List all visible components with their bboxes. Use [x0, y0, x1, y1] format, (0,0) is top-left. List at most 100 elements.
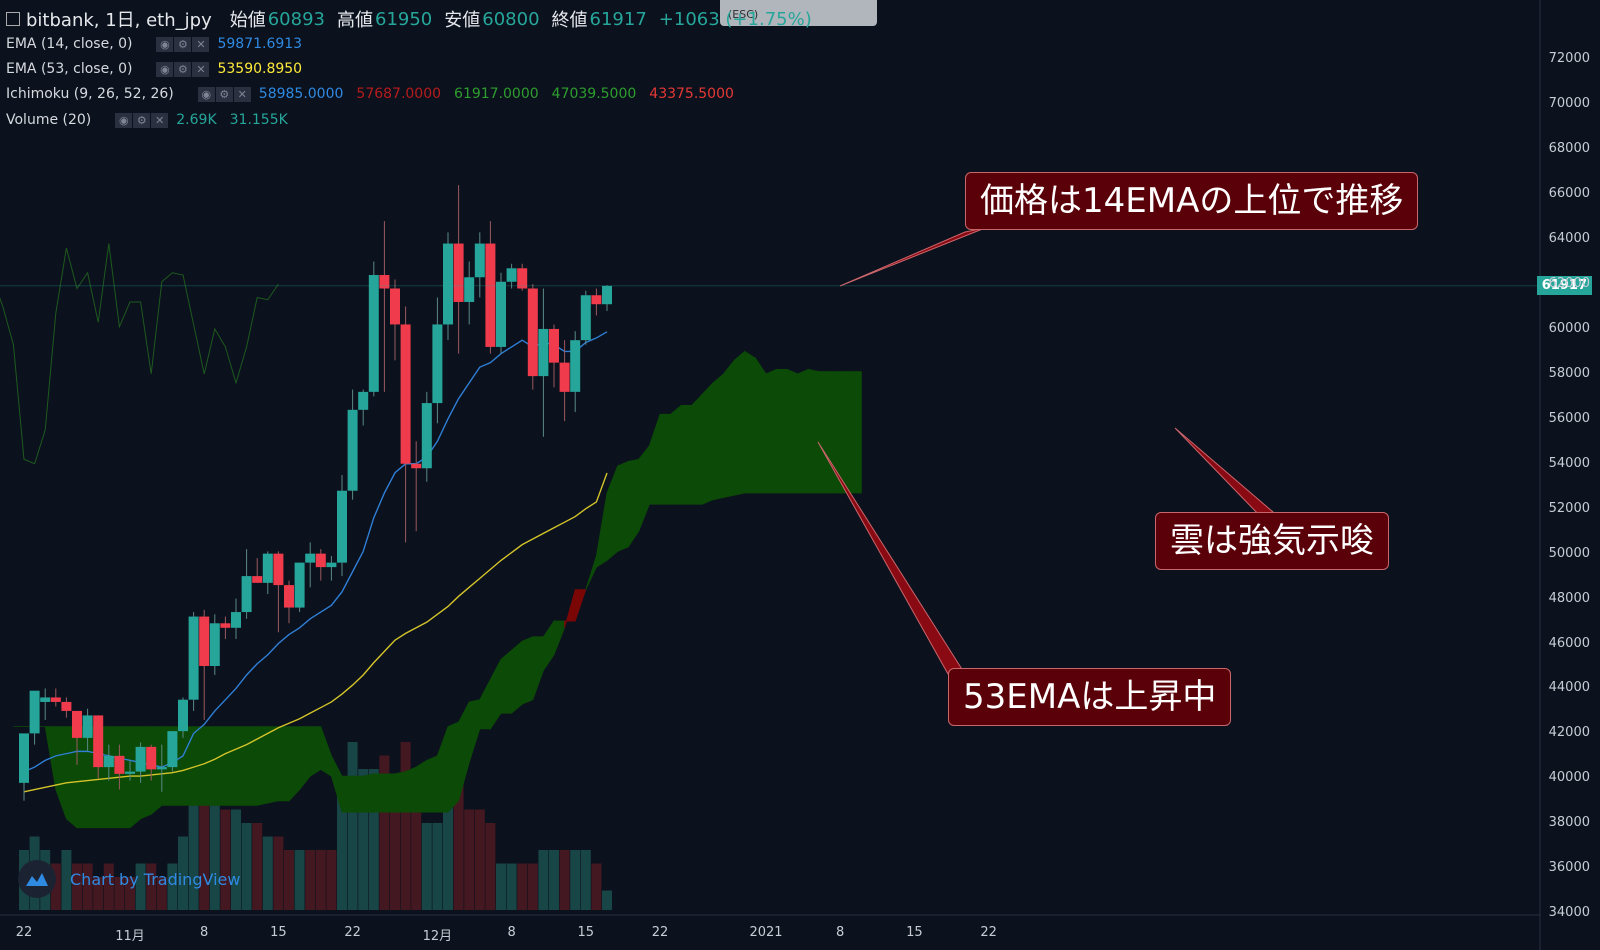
candle-body [61, 701, 72, 711]
legend-ema53[interactable]: EMA (53, close, 0) ◉ ⚙ ✕ 53590.8950 [6, 61, 315, 77]
volume-bar [61, 850, 72, 910]
volume-bar [315, 850, 326, 910]
cloud-segment [712, 373, 724, 501]
candle-body [231, 612, 241, 628]
cloud-segment [585, 555, 597, 590]
volume-bar [464, 809, 475, 910]
volume-bar [199, 782, 210, 910]
volume-bar [231, 809, 241, 910]
legend-ichimoku-controls[interactable]: ◉ ⚙ ✕ [197, 86, 251, 102]
cloud-segment [691, 393, 703, 505]
volume-bar [549, 850, 559, 910]
candle-body [29, 690, 40, 734]
candle-body [368, 275, 379, 392]
cloud-segment [744, 350, 756, 494]
gear-icon[interactable]: ⚙ [215, 86, 233, 102]
legend-volume-controls[interactable]: ◉ ⚙ ✕ [115, 112, 169, 128]
volume-bar [50, 863, 61, 910]
price-tick-label: 56000 [1548, 410, 1590, 426]
volume-bar [485, 823, 496, 910]
volume-bar [347, 742, 358, 910]
time-tick-label: 22 [344, 925, 361, 940]
volume-bar [252, 823, 263, 910]
close-icon[interactable]: ✕ [192, 36, 210, 52]
gear-icon[interactable]: ⚙ [174, 61, 192, 77]
cloud-segment [214, 726, 226, 806]
time-tick-label: 22 [980, 925, 997, 940]
cloud-segment [776, 368, 788, 494]
eye-icon[interactable]: ◉ [156, 61, 174, 77]
time-tick-label: 15 [270, 925, 287, 940]
legend-volume[interactable]: Volume (20) ◉ ⚙ ✕ 2.69K 31.155K [6, 112, 301, 128]
price-tick-label: 34000 [1548, 905, 1590, 921]
volume-bar [443, 769, 453, 910]
callout-ema53-pointer [817, 441, 966, 675]
cloud-segment [808, 368, 820, 494]
time-tick-label: 15 [577, 925, 595, 940]
eye-icon[interactable]: ◉ [115, 112, 133, 128]
tradingview-watermark[interactable]: Chart by TradingView [18, 860, 240, 898]
legend-ema14[interactable]: EMA (14, close, 0) ◉ ⚙ ✕ 59871.6913 [6, 36, 315, 52]
cloud-segment [670, 404, 682, 505]
price-tick-label: 66000 [1548, 186, 1590, 202]
candle-body [559, 362, 570, 392]
volume-bar [432, 823, 443, 910]
low-value: 60800 [482, 8, 540, 30]
time-tick-label: 11月 [115, 929, 145, 944]
gear-icon[interactable]: ⚙ [174, 36, 192, 52]
cloud-segment [680, 404, 693, 505]
cloud-segment [797, 368, 809, 494]
legend-ichimoku[interactable]: Ichimoku (9, 26, 52, 26) ◉ ⚙ ✕ 58985.0000 … [6, 86, 747, 102]
legend-ichimoku-name: Ichimoku (9, 26, 52, 26) [6, 86, 174, 102]
cloud-segment [489, 659, 502, 731]
exit-fullscreen-hint[interactable]: (ESC) [720, 0, 877, 26]
cloud-segment [267, 726, 279, 804]
candle-body [506, 268, 517, 282]
candle-body [496, 281, 506, 347]
volume-bar [146, 863, 157, 910]
eye-icon[interactable]: ◉ [197, 86, 215, 102]
volume-bar [602, 890, 612, 910]
ohlc-header: bitbank, 1日, eth_jpy 始値 60893 高値 61950 安… [6, 6, 824, 32]
cloud-segment [320, 726, 332, 777]
close-icon[interactable]: ✕ [233, 86, 251, 102]
candle-body [294, 562, 305, 608]
legend-ema53-controls[interactable]: ◉ ⚙ ✕ [156, 61, 210, 77]
close-icon[interactable]: ✕ [192, 61, 210, 77]
cloud-segment [341, 775, 354, 813]
volume-bar [358, 769, 369, 910]
cloud-segment [288, 726, 301, 802]
volume-bar [156, 877, 167, 910]
symbol-label[interactable]: bitbank, 1日, eth_jpy [26, 10, 212, 31]
callout-cloud: 雲は強気示唆 [1155, 512, 1389, 570]
candle-body [146, 746, 157, 770]
cloud-segment [638, 444, 650, 532]
change-value: +1063 (+1.75%) [658, 8, 812, 30]
cloud-segment [468, 699, 481, 763]
legend-ema53-name: EMA (53, close, 0) [6, 61, 133, 77]
cloud-segment [786, 368, 799, 494]
cloud-segment [553, 620, 565, 655]
legend-ema14-name: EMA (14, close, 0) [6, 36, 133, 52]
tradingview-logo-icon [18, 860, 56, 898]
cloud-segment [299, 726, 311, 791]
volume-bar [262, 836, 273, 910]
eye-icon[interactable]: ◉ [156, 36, 174, 52]
candle-body [199, 616, 210, 666]
volume-bar [114, 877, 125, 910]
gear-icon[interactable]: ⚙ [133, 112, 151, 128]
legend-ema14-controls[interactable]: ◉ ⚙ ✕ [156, 36, 210, 52]
candle-body [549, 328, 559, 363]
cloud-segment [818, 371, 830, 494]
close-icon[interactable]: ✕ [151, 112, 169, 128]
open-label: 始値 [229, 10, 266, 31]
cloud-segment [649, 414, 661, 505]
time-tick-label: 8 [200, 925, 209, 940]
volume-bar [411, 769, 422, 910]
candle-body [421, 403, 432, 469]
price-tick-label: 44000 [1548, 680, 1590, 696]
collapse-icon[interactable] [6, 12, 20, 26]
cloud-segment [617, 460, 629, 552]
candle-body [527, 288, 538, 377]
